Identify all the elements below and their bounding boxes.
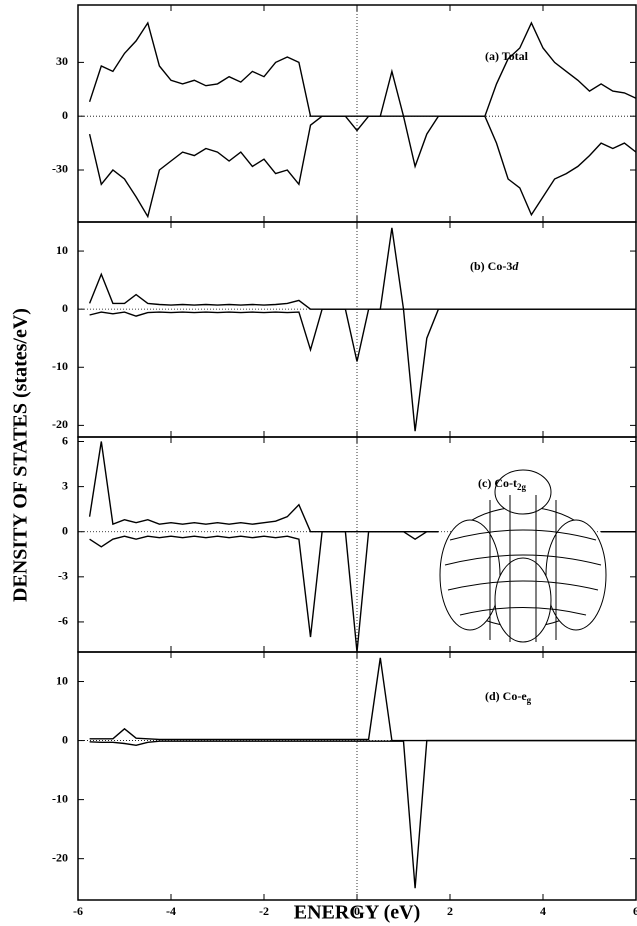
panel-label-text: (c) Co-t: [478, 476, 517, 490]
inset-shape: [439, 519, 501, 631]
panel-label-text: (b) Co-3: [470, 259, 512, 273]
x-tick-label: -2: [259, 904, 269, 918]
y-tick-label: -30: [52, 162, 68, 176]
panel-label: (b) Co-3d: [470, 259, 519, 273]
x-tick-label: 6: [633, 904, 637, 918]
inset-shape: [494, 557, 552, 643]
y-tick-label: 0: [62, 108, 68, 122]
x-tick-label: 2: [447, 904, 453, 918]
y-tick-label: -6: [58, 614, 68, 628]
y-tick-label: 0: [62, 301, 68, 315]
panel-label-text: (d) Co-e: [485, 689, 527, 703]
dos-curve: [88, 115, 637, 219]
y-tick-label: -10: [52, 359, 68, 373]
dos-curve: [89, 308, 636, 432]
y-tick-label: 3: [62, 478, 68, 492]
y-tick-label: 10: [56, 243, 68, 257]
panel-label: (c) Co-t2g: [478, 476, 526, 492]
y-tick-label: 0: [62, 523, 68, 537]
y-tick-label: -10: [52, 791, 68, 805]
y-tick-label: -20: [52, 417, 68, 431]
dos-curve: [89, 531, 636, 653]
panel-label-text: (a) Total: [485, 49, 529, 63]
y-tick-label: 6: [62, 433, 68, 447]
dos-curve: [88, 21, 637, 117]
x-axis-label: ENERGY (eV): [294, 902, 420, 924]
y-tick-label: -3: [58, 569, 68, 583]
x-tick-label: 0: [354, 904, 360, 918]
y-axis-label: DENSITY OF STATES (states/eV): [10, 308, 32, 602]
dos-curve: [89, 739, 636, 889]
inset-shape: [494, 469, 552, 515]
inset-shape: [545, 519, 607, 631]
x-tick-label: -4: [166, 904, 176, 918]
panel-label-sub: g: [527, 695, 532, 705]
y-tick-label: 0: [62, 732, 68, 746]
panel-label: (d) Co-eg: [485, 689, 532, 705]
panel-label-italic: d: [512, 259, 519, 273]
panel-label: (a) Total: [485, 49, 529, 63]
x-tick-label: -6: [73, 904, 83, 918]
y-tick-label: 10: [56, 673, 68, 687]
panel-label-sub: 2g: [517, 482, 527, 492]
inset-mesh: [444, 495, 602, 642]
orbital-inset: [439, 469, 607, 643]
x-tick-label: 4: [540, 904, 546, 918]
y-tick-label: 30: [56, 54, 68, 68]
y-tick-label: -20: [52, 850, 68, 864]
